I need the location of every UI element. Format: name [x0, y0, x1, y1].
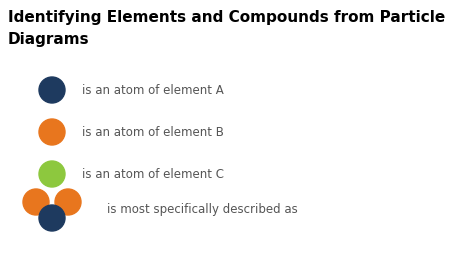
Ellipse shape [23, 189, 49, 215]
Ellipse shape [39, 161, 65, 187]
Text: Diagrams: Diagrams [8, 32, 90, 47]
Text: is an atom of element C: is an atom of element C [82, 168, 224, 181]
Text: Identifying Elements and Compounds from Particle: Identifying Elements and Compounds from … [8, 10, 445, 25]
Ellipse shape [39, 119, 65, 145]
Text: is an atom of element B: is an atom of element B [82, 126, 224, 139]
Text: is most specifically described as: is most specifically described as [107, 203, 298, 217]
Ellipse shape [55, 189, 81, 215]
Text: is an atom of element A: is an atom of element A [82, 84, 224, 97]
Ellipse shape [39, 205, 65, 231]
Ellipse shape [39, 77, 65, 103]
